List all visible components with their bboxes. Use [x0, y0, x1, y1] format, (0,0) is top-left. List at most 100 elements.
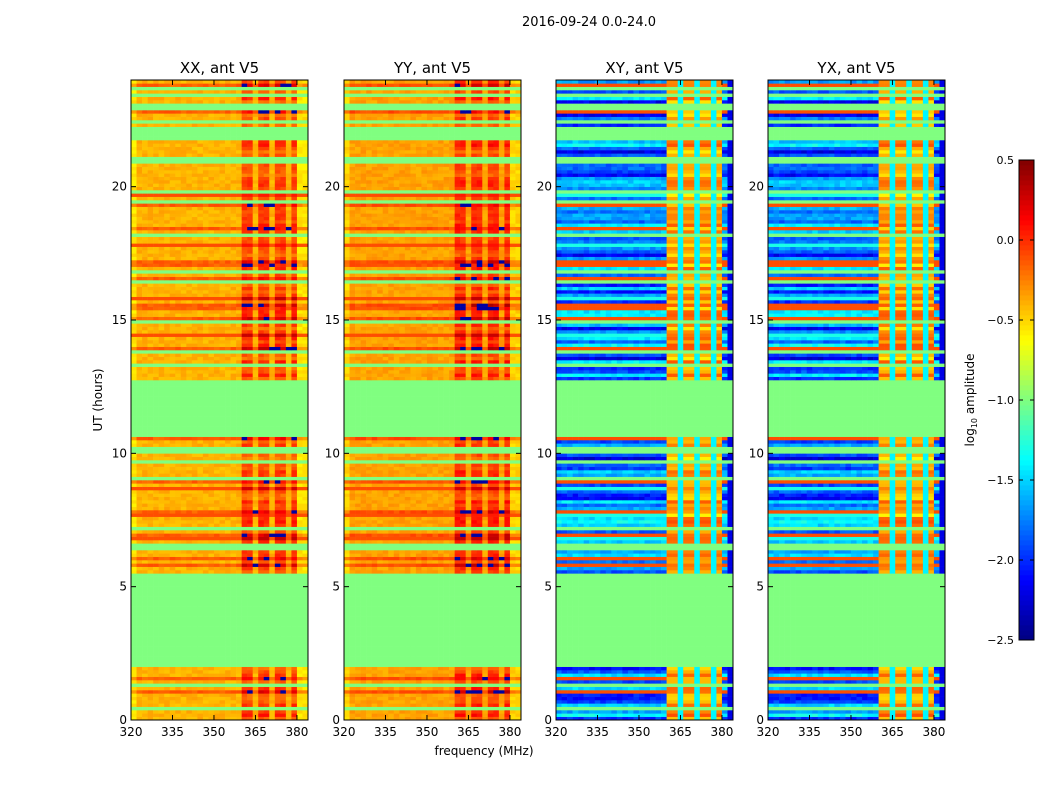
heatmap-cell	[296, 466, 303, 471]
heatmap-cell	[213, 600, 220, 604]
heatmap-cell	[219, 716, 226, 721]
heatmap-cell	[213, 356, 220, 361]
heatmap-cell	[225, 213, 231, 217]
heatmap-cell	[247, 420, 253, 424]
heatmap-cell	[213, 573, 220, 577]
heatmap-cell	[247, 516, 253, 521]
heatmap-cell	[131, 480, 137, 484]
heatmap-cell	[180, 260, 187, 264]
heatmap-cell	[131, 453, 137, 457]
heatmap-cell	[291, 380, 298, 384]
heatmap-cell	[302, 363, 309, 367]
heatmap-cell	[186, 413, 193, 417]
heatmap-cell	[213, 703, 220, 707]
heatmap-cell	[285, 270, 292, 274]
heatmap-cell	[241, 513, 248, 517]
heatmap-cell	[202, 320, 209, 324]
heatmap-cell	[131, 356, 137, 361]
heatmap-cell	[280, 513, 287, 517]
heatmap-cell	[142, 216, 148, 221]
heatmap-cell	[175, 303, 182, 307]
heatmap-cell	[258, 300, 265, 304]
heatmap-cell	[263, 690, 270, 694]
heatmap-cell	[213, 493, 220, 497]
heatmap-cell	[296, 550, 303, 554]
heatmap-cell	[153, 526, 159, 531]
heatmap-cell	[175, 366, 182, 371]
heatmap-cell	[169, 656, 176, 661]
heatmap-cell	[191, 226, 198, 231]
heatmap-cell	[180, 383, 187, 387]
heatmap-cell	[258, 526, 265, 531]
heatmap-cell	[136, 296, 143, 301]
heatmap-cell	[252, 253, 259, 257]
heatmap-cell	[191, 680, 198, 684]
heatmap-cell	[131, 586, 137, 591]
heatmap-cell	[236, 296, 242, 301]
heatmap-cell	[180, 250, 187, 254]
heatmap-cell	[158, 296, 165, 301]
heatmap-cell	[230, 350, 237, 354]
heatmap-cell	[280, 446, 287, 451]
heatmap-cell	[236, 420, 242, 424]
heatmap-cell	[302, 280, 309, 284]
heatmap-cell	[258, 593, 265, 597]
heatmap-cell	[236, 260, 242, 264]
heatmap-cell	[230, 280, 237, 284]
heatmap-cell	[296, 606, 303, 611]
heatmap-cell	[302, 576, 309, 581]
heatmap-cell	[213, 673, 220, 677]
heatmap-cell	[208, 376, 215, 381]
heatmap-cell	[191, 646, 198, 651]
heatmap-cell	[274, 670, 281, 674]
heatmap-cell	[219, 486, 226, 491]
heatmap-cell	[158, 340, 165, 344]
heatmap-cell	[208, 486, 215, 491]
heatmap-cell	[230, 690, 237, 694]
heatmap-cell	[169, 533, 176, 537]
heatmap-cell	[131, 313, 137, 317]
heatmap-cell	[285, 650, 292, 654]
heatmap-cell	[247, 710, 253, 714]
heatmap-cell	[175, 580, 182, 584]
heatmap-cell	[142, 330, 148, 334]
heatmap-cell	[147, 450, 154, 454]
heatmap-cell	[285, 456, 292, 461]
heatmap-cell	[241, 433, 248, 437]
heatmap-cell	[175, 263, 182, 267]
heatmap-cell	[213, 670, 220, 674]
heatmap-cell	[197, 500, 204, 504]
heatmap-cell	[153, 286, 159, 291]
heatmap-cell	[291, 213, 298, 217]
heatmap-cell	[164, 310, 171, 314]
heatmap-cell	[131, 306, 137, 311]
heatmap-cell	[169, 393, 176, 397]
heatmap-cell	[175, 313, 182, 317]
heatmap-cell	[247, 630, 253, 634]
heatmap-cell	[241, 643, 248, 647]
heatmap-cell	[142, 710, 148, 714]
heatmap-cell	[230, 430, 237, 434]
heatmap-cell	[302, 533, 309, 537]
heatmap-cell	[175, 500, 182, 504]
heatmap-cell	[263, 330, 270, 334]
heatmap-cell	[291, 286, 298, 291]
heatmap-cell	[302, 506, 309, 511]
heatmap-cell	[296, 646, 303, 651]
heatmap-cell	[241, 386, 248, 391]
heatmap-cell	[208, 693, 215, 697]
heatmap-cell	[247, 336, 253, 341]
heatmap-cell	[186, 360, 193, 364]
heatmap-cell	[296, 253, 303, 257]
heatmap-cell	[180, 710, 187, 714]
heatmap-cell	[274, 466, 281, 471]
heatmap-cell	[296, 520, 303, 524]
heatmap-cell	[180, 203, 187, 207]
heatmap-cell	[175, 256, 182, 261]
heatmap-cell	[202, 650, 209, 654]
heatmap-cell	[164, 336, 171, 341]
heatmap-cell	[131, 270, 137, 274]
heatmap-cell	[285, 450, 292, 454]
heatmap-cell	[202, 690, 209, 694]
heatmap-cell	[202, 240, 209, 244]
